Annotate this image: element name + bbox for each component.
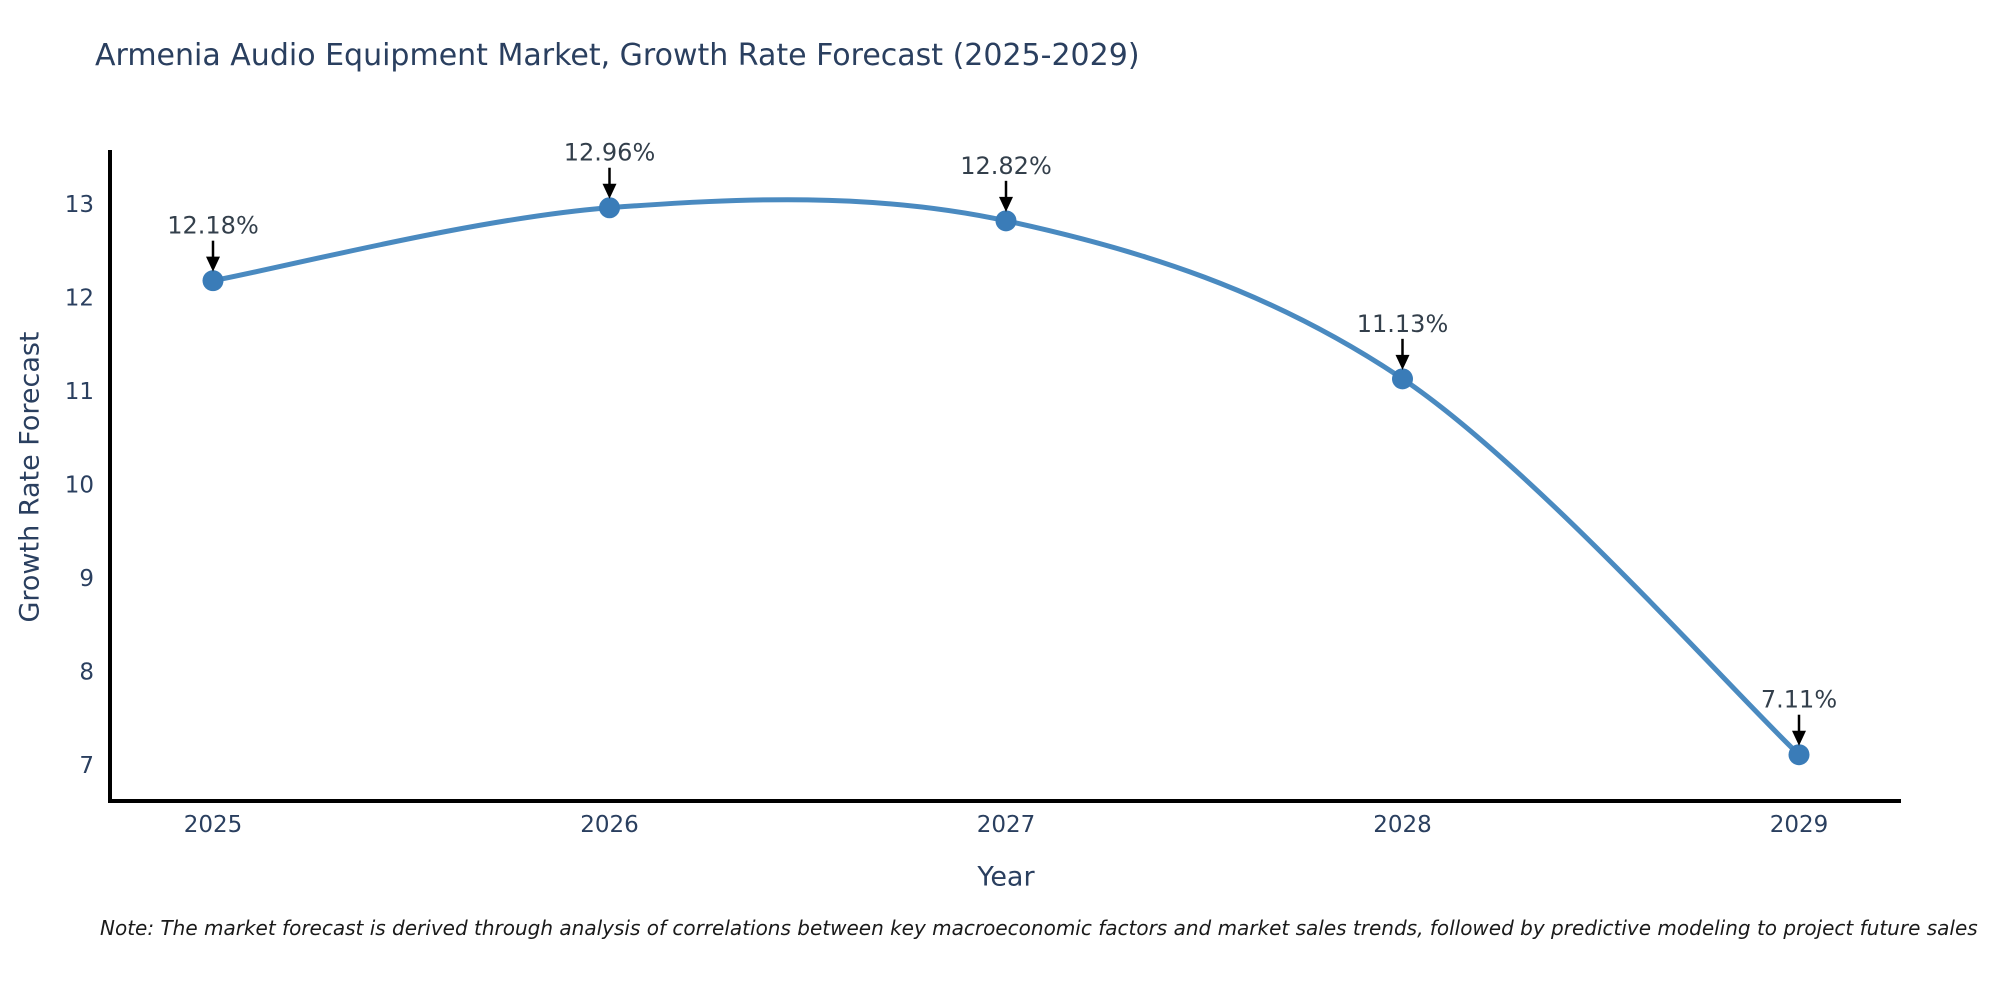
y-tick-label: 12 [65, 286, 94, 312]
annotation-arrowhead [1395, 354, 1410, 370]
annotation-arrowhead [1792, 730, 1806, 746]
data-point-marker [1392, 368, 1413, 390]
series-line [210, 197, 1802, 758]
annotation-arrowhead [602, 183, 617, 199]
chart-title: Armenia Audio Equipment Market, Growth R… [95, 38, 1140, 73]
data-point-marker [202, 270, 224, 292]
footnote: Note: The market forecast is derived thr… [100, 916, 1978, 940]
annotation-label: 12.18% [167, 212, 259, 240]
annotation-label: 11.13% [1357, 310, 1449, 338]
y-tick-label: 13 [65, 192, 94, 218]
annotation-label: 7.11% [1761, 686, 1837, 714]
x-tick-label: 2029 [1770, 812, 1829, 838]
data-point-marker [599, 197, 620, 219]
x-axis-title: Year [977, 861, 1035, 893]
annotation-label: 12.96% [564, 139, 656, 167]
y-tick-label: 9 [79, 566, 94, 592]
annotation-label: 12.82% [960, 152, 1052, 180]
annotation-arrowhead [206, 256, 220, 272]
data-point-marker [995, 210, 1017, 232]
y-axis-title: Growth Rate Forecast [14, 331, 46, 623]
y-tick-label: 11 [65, 379, 94, 405]
y-tick-label: 10 [65, 473, 94, 499]
x-tick-label: 2028 [1373, 812, 1432, 838]
x-tick-label: 2027 [977, 812, 1036, 838]
data-point-marker [1788, 744, 1810, 766]
x-tick-label: 2026 [580, 812, 639, 838]
y-tick-label: 8 [79, 660, 94, 686]
x-tick-label: 2025 [184, 812, 243, 838]
annotation-arrowhead [999, 196, 1013, 212]
y-tick-label: 7 [79, 753, 94, 779]
